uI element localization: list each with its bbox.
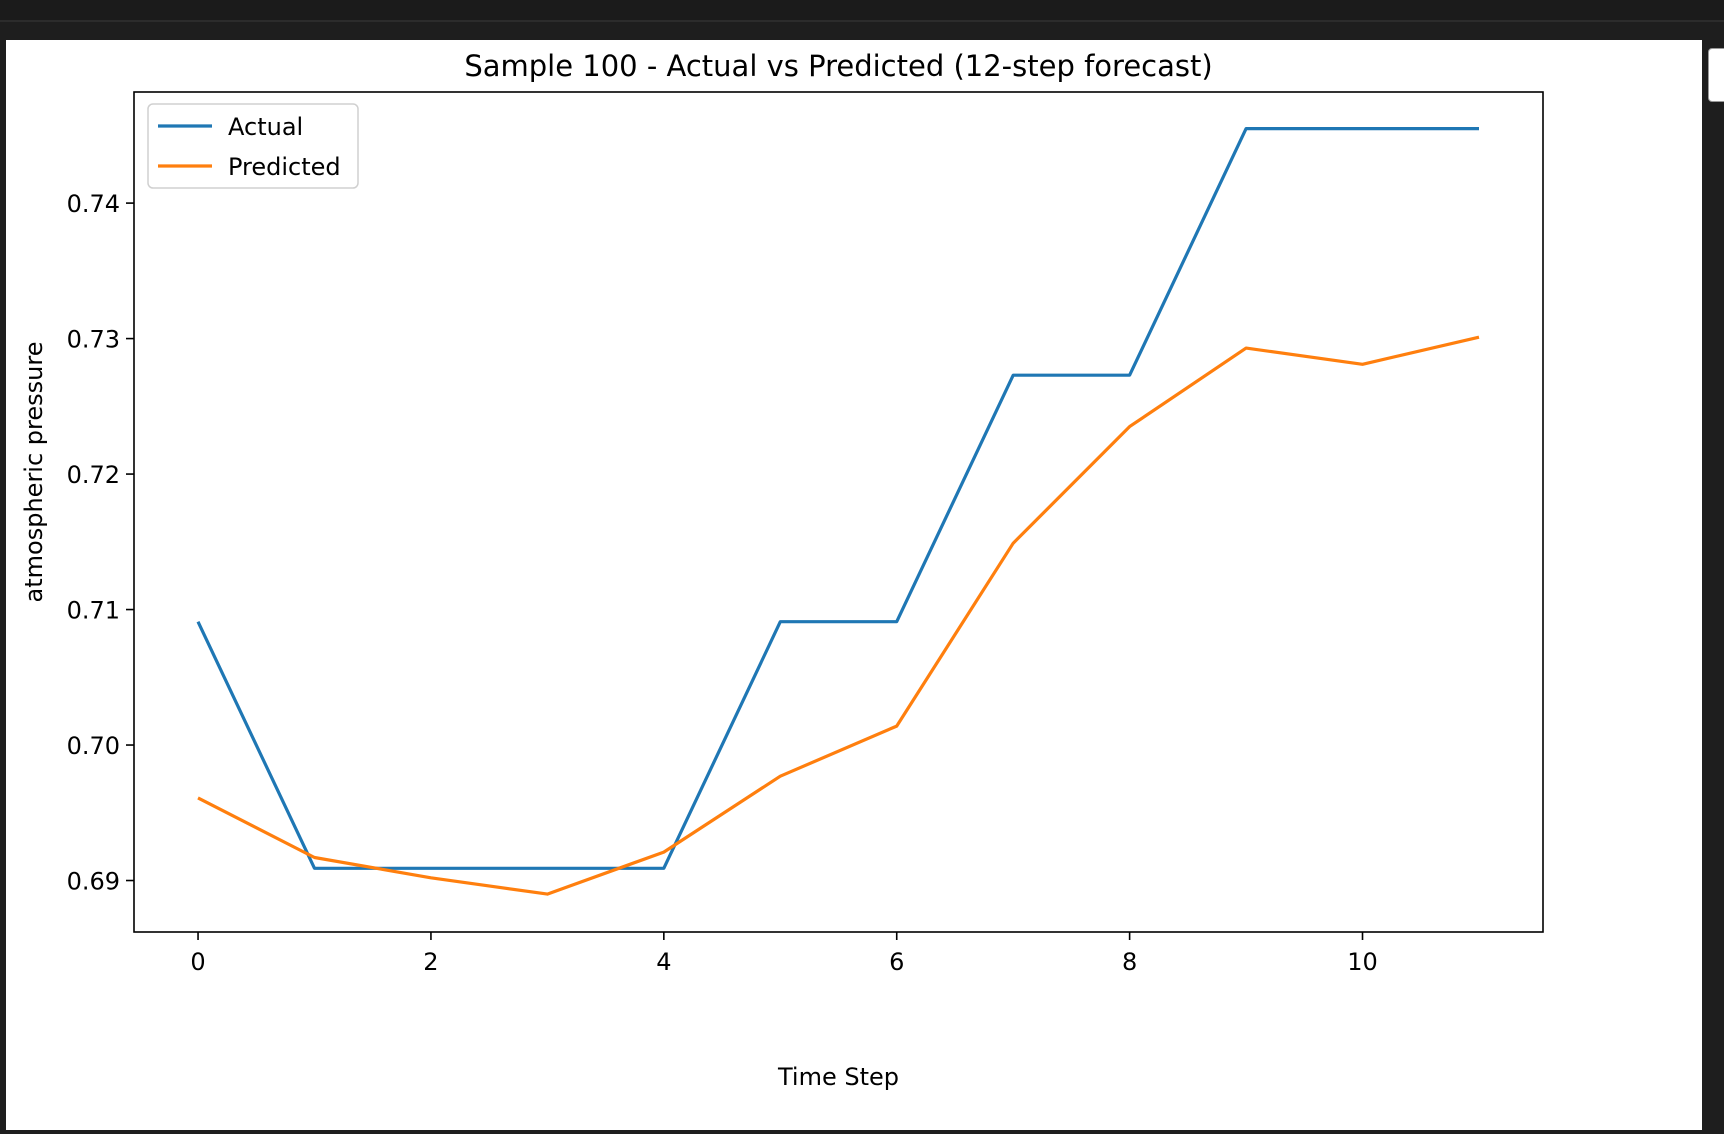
y-axis-ticks: 0.69 0.70 0.71 0.72 0.73 0.74 [67, 190, 134, 896]
x-tick-label: 8 [1122, 948, 1137, 976]
x-tick-label: 4 [656, 948, 671, 976]
y-tick-label: 0.71 [67, 597, 120, 625]
plot-frame [133, 91, 1544, 933]
y-tick-label: 0.74 [67, 190, 120, 218]
top-bar [0, 0, 1724, 22]
chart-title: Sample 100 - Actual vs Predicted (12-ste… [464, 49, 1212, 83]
y-axis-label: atmospheric pressure [20, 342, 48, 603]
legend-label-predicted: Predicted [228, 153, 341, 181]
legend: Actual Predicted [147, 103, 359, 189]
x-tick-label: 0 [190, 948, 205, 976]
y-tick-label: 0.73 [67, 326, 120, 354]
series-line-predicted [197, 335, 1480, 896]
x-tick-label: 10 [1347, 948, 1378, 976]
y-tick-label: 0.70 [67, 732, 120, 760]
y-tick-label: 0.72 [67, 461, 120, 489]
x-axis-label: Time Step [777, 1063, 899, 1091]
y-tick-label: 0.69 [67, 868, 120, 896]
x-tick-label: 6 [889, 948, 904, 976]
x-axis-ticks: 0 2 4 6 8 10 [190, 932, 1378, 976]
series-line-actual [196, 126, 1479, 870]
figure-canvas: Sample 100 - Actual vs Predicted (12-ste… [6, 40, 1702, 1130]
legend-label-actual: Actual [228, 113, 303, 141]
side-toolbar-handle[interactable] [1708, 48, 1724, 102]
x-tick-label: 2 [423, 948, 438, 976]
line-chart: Sample 100 - Actual vs Predicted (12-ste… [20, 49, 1544, 1091]
right-strip [1702, 40, 1724, 1126]
plot-lines [196, 126, 1480, 896]
